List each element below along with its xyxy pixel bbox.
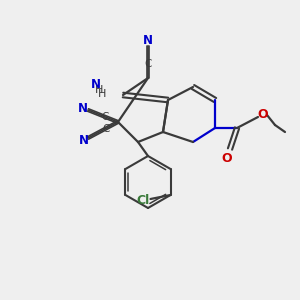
- Text: N: N: [79, 134, 88, 147]
- Text: O: O: [258, 109, 268, 122]
- Text: N: N: [78, 102, 88, 115]
- Text: Cl: Cl: [136, 194, 149, 206]
- Text: N: N: [91, 77, 101, 91]
- Text: C: C: [144, 59, 152, 69]
- Text: N: N: [143, 34, 153, 47]
- Text: O: O: [222, 152, 232, 164]
- Text: H: H: [94, 85, 103, 95]
- Text: C: C: [101, 112, 109, 122]
- Text: H: H: [98, 89, 106, 99]
- Text: C: C: [102, 124, 109, 134]
